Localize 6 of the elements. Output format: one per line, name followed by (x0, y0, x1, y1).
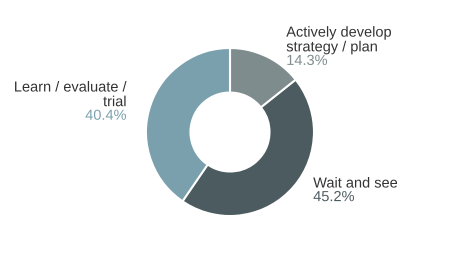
data-label: 14.3% (287, 54, 328, 66)
slice-label: Actively develop strategy / plan (286, 26, 392, 54)
slice-label: Wait and see (313, 176, 398, 188)
data-label: 45.2% (314, 190, 354, 202)
data-label: 40.4% (86, 110, 126, 120)
slice-label: Learn / evaluate / trial (15, 80, 127, 106)
